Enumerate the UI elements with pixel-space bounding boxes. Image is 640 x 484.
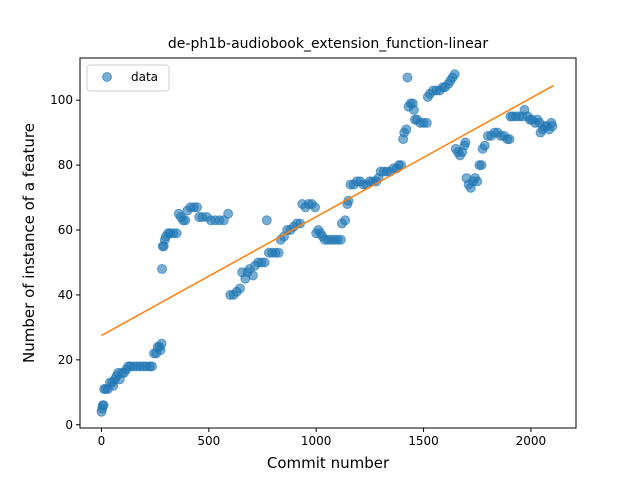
data-point-70 bbox=[261, 215, 272, 226]
x-tick-label-1000: 1000 bbox=[301, 434, 332, 448]
data-point-86 bbox=[310, 202, 321, 213]
data-point-48 bbox=[192, 202, 203, 213]
data-point-126 bbox=[408, 104, 419, 115]
data-point-131 bbox=[421, 117, 432, 128]
legend: data bbox=[86, 64, 170, 92]
x-tick-label-0: 0 bbox=[98, 434, 106, 448]
y-tick-label-20: 20 bbox=[58, 353, 73, 367]
data-point-121 bbox=[401, 124, 412, 135]
x-tick-label-2000: 2000 bbox=[516, 434, 547, 448]
data-point-25 bbox=[146, 361, 157, 372]
data-point-166 bbox=[504, 134, 515, 145]
data-point-142 bbox=[449, 69, 460, 80]
y-tick-label-100: 100 bbox=[50, 93, 73, 107]
fit-line bbox=[101, 84, 554, 337]
y-axis: 0 20 40 60 80 100 bbox=[50, 93, 80, 432]
y-tick-label-60: 60 bbox=[58, 223, 73, 237]
x-tick-label-1500: 1500 bbox=[408, 434, 439, 448]
chart-title: de-ph1b-audiobook_extension_function-lin… bbox=[168, 36, 488, 52]
data-point-98 bbox=[340, 215, 351, 226]
x-tick-label-500: 500 bbox=[197, 434, 220, 448]
legend-marker-data bbox=[102, 72, 112, 82]
plot-frame bbox=[79, 57, 577, 429]
data-point-156 bbox=[476, 160, 487, 171]
y-tick-label-0: 0 bbox=[65, 418, 73, 432]
data-point-40 bbox=[171, 228, 182, 239]
y-axis-label: Number of instance of a feature bbox=[20, 123, 38, 363]
data-point-31 bbox=[156, 338, 167, 349]
data-point-44 bbox=[180, 215, 191, 226]
data-point-158 bbox=[479, 140, 490, 151]
data-point-154 bbox=[472, 176, 483, 187]
data-point-74 bbox=[273, 247, 284, 258]
x-axis: 0 500 1000 1500 2000 bbox=[98, 428, 547, 448]
data-point-122 bbox=[402, 72, 413, 83]
y-tick-label-40: 40 bbox=[58, 288, 73, 302]
data-point-65 bbox=[247, 270, 258, 281]
legend-box bbox=[86, 64, 170, 92]
data-point-148 bbox=[460, 137, 471, 148]
plot-area bbox=[79, 57, 577, 429]
data-point-56 bbox=[223, 208, 234, 219]
legend-label-data: data bbox=[131, 70, 158, 84]
data-point-185 bbox=[547, 121, 558, 132]
data-point-3 bbox=[98, 400, 109, 411]
x-axis-label: Commit number bbox=[267, 454, 390, 472]
data-point-60 bbox=[234, 283, 245, 294]
data-point-69 bbox=[259, 257, 270, 268]
data-point-96 bbox=[335, 234, 346, 245]
y-tick-label-80: 80 bbox=[58, 158, 73, 172]
data-point-32 bbox=[157, 263, 168, 274]
